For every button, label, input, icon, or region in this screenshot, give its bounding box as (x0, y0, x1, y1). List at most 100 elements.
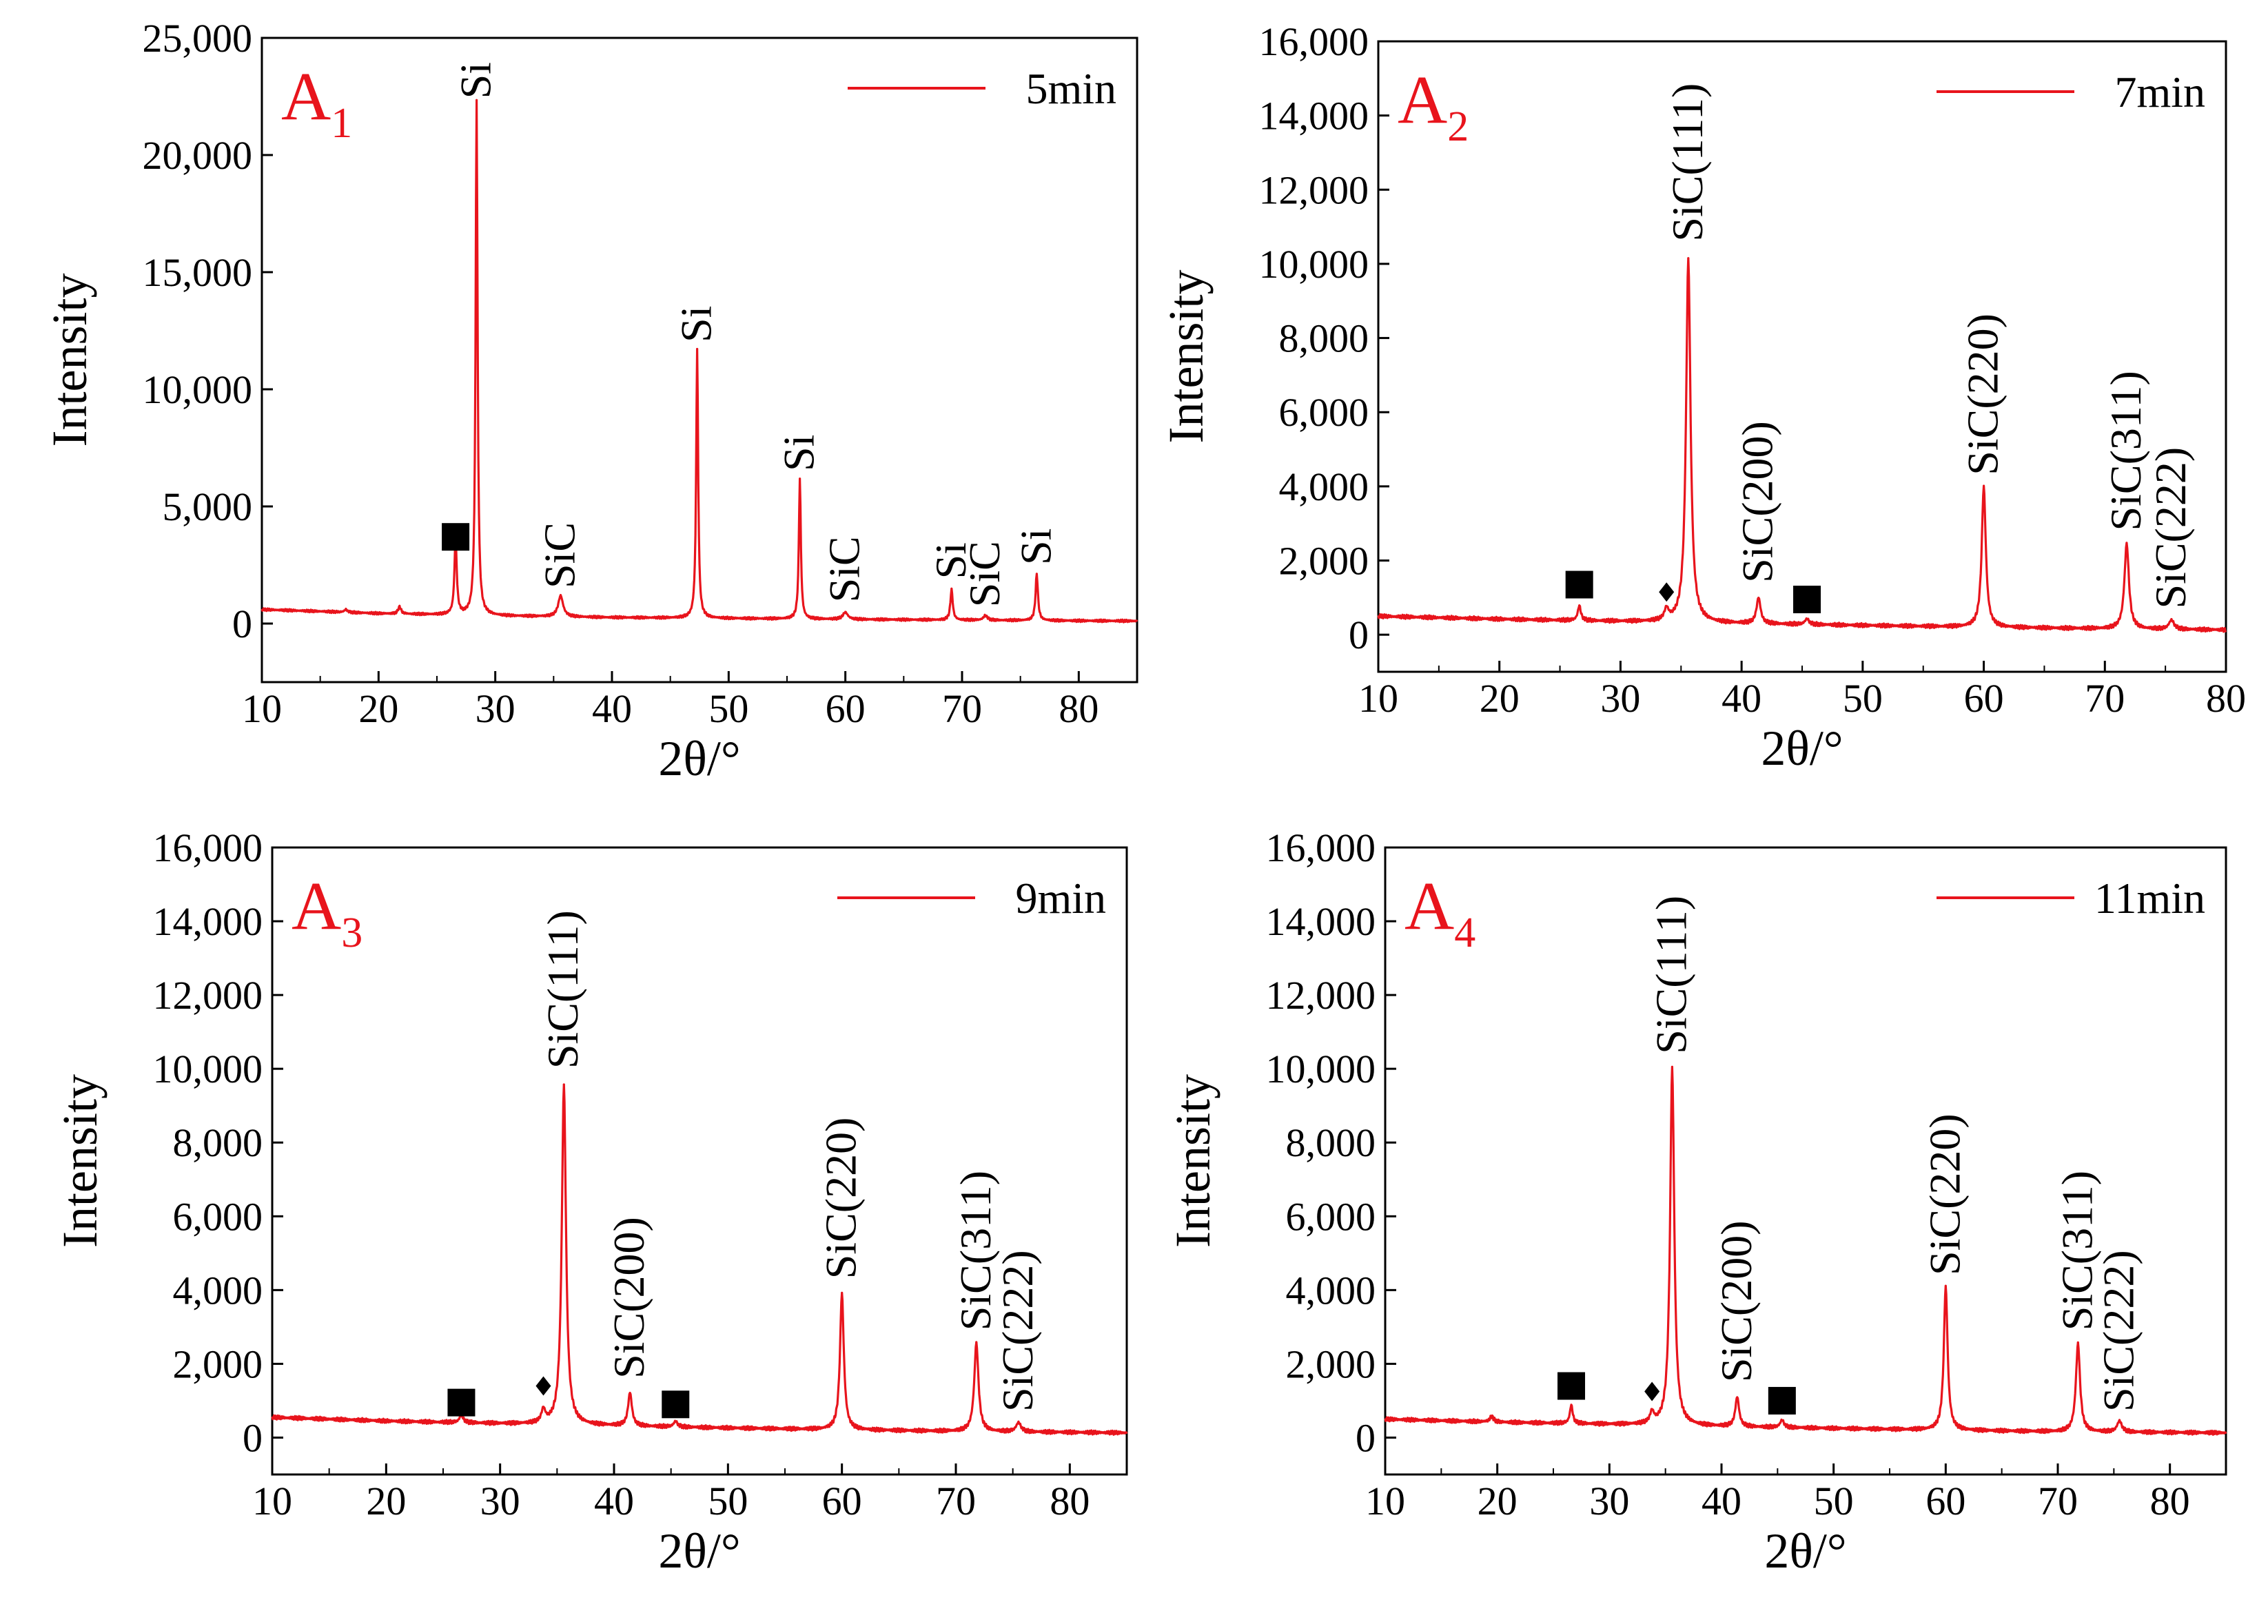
peak-point (1687, 257, 1690, 260)
panel-label-subscript: 3 (341, 909, 362, 956)
x-tick-label: 10 (1365, 1479, 1405, 1523)
y-tick-label: 8,000 (1279, 316, 1369, 361)
peak-label: SiC(200) (1733, 421, 1782, 583)
y-tick-label: 4,000 (1286, 1268, 1376, 1313)
peak-point (398, 604, 401, 607)
series-line (260, 99, 1138, 624)
y-tick-label: 0 (1349, 613, 1369, 657)
panel-label-subscript: 1 (331, 100, 352, 147)
x-tick-label: 80 (1050, 1479, 1090, 1523)
x-axis-label: 2θ/° (1761, 721, 1843, 776)
peak-label: SiC (535, 522, 584, 588)
peak-point (1671, 1065, 1673, 1068)
panel-label: A4 (1404, 867, 1475, 956)
peak-point (799, 477, 801, 480)
y-tick-label: 4,000 (1279, 464, 1369, 509)
square-marker (662, 1390, 690, 1419)
y-tick-label: 14,000 (1259, 94, 1369, 138)
panel-label-letter: A (292, 867, 341, 944)
peak-point (696, 348, 699, 351)
peak-label: SiC(200) (1712, 1220, 1761, 1382)
x-tick-label: 40 (1722, 676, 1761, 721)
y-tick-label: 0 (1356, 1415, 1376, 1460)
diamond-marker (1644, 1381, 1660, 1401)
legend-label: 9min (1015, 874, 1106, 923)
series-line (1384, 1065, 2227, 1436)
x-tick-label: 60 (826, 686, 866, 731)
y-tick-label: 6,000 (1286, 1194, 1376, 1239)
square-marker (1768, 1386, 1796, 1415)
peak-point (1491, 1417, 1493, 1419)
x-axis-label: 2θ/° (1764, 1523, 1846, 1579)
plot-frame (260, 37, 1138, 683)
y-tick-label: 12,000 (153, 973, 263, 1018)
x-tick-label: 30 (480, 1479, 520, 1523)
square-marker (447, 1388, 476, 1417)
panel-label-subscript: 2 (1447, 103, 1469, 150)
y-axis-label: Intensity (1165, 1074, 1220, 1248)
peak-point (1757, 597, 1760, 599)
peak-point (559, 594, 562, 597)
x-tick-label: 30 (476, 686, 515, 731)
peak-point (562, 1083, 565, 1086)
y-tick-label: 2,000 (173, 1342, 263, 1386)
y-tick-label: 16,000 (153, 825, 263, 870)
peak-point (1665, 604, 1668, 607)
y-tick-label: 8,000 (1286, 1120, 1376, 1165)
x-tick-label: 40 (594, 1479, 634, 1523)
legend-label: 11min (2094, 874, 2205, 923)
x-tick-label: 40 (1702, 1479, 1741, 1523)
peak-label: SiC(222) (993, 1250, 1042, 1412)
series-line (271, 1083, 1128, 1436)
y-tick-label: 10,000 (143, 367, 253, 412)
y-axis-label: Intensity (52, 1074, 108, 1248)
x-tick-label: 10 (252, 1479, 292, 1523)
peak-point (1781, 1419, 1784, 1422)
y-tick-label: 0 (232, 602, 252, 646)
y-tick-label: 12,000 (1266, 973, 1376, 1018)
plot-frame (1384, 846, 2227, 1476)
peak-label: Si (775, 435, 824, 471)
peak-label: SiC(222) (2146, 447, 2195, 609)
peak-point (2076, 1341, 2079, 1344)
square-marker (1557, 1372, 1586, 1400)
x-tick-label: 20 (358, 686, 398, 731)
peak-label: SiC (820, 536, 869, 602)
peak-point (844, 610, 847, 613)
y-tick-label: 10,000 (1259, 242, 1369, 287)
x-tick-label: 50 (1814, 1479, 1854, 1523)
x-tick-label: 10 (242, 686, 282, 731)
y-tick-label: 12,000 (1259, 167, 1369, 212)
panel-a3: 10 20 30 40 50 60 70 80 0 2,000 4,000 6,000 8,000 10,… (52, 825, 1128, 1579)
x-tick-label: 70 (936, 1479, 976, 1523)
peak-point (476, 99, 478, 101)
peak-point (1017, 1420, 1020, 1423)
peak-label: SiC(200) (604, 1217, 653, 1379)
y-tick-label: 8,000 (173, 1120, 263, 1165)
peak-point (1035, 573, 1038, 575)
panel-a4: 10 20 30 40 50 60 70 80 0 2,000 4,000 6,000 8,000 10,… (1165, 825, 2227, 1579)
panel-label-letter: A (1398, 61, 1447, 138)
x-tick-label: 30 (1589, 1479, 1629, 1523)
x-tick-label: 60 (1964, 676, 2004, 721)
plot-frame (271, 846, 1128, 1476)
y-tick-label: 16,000 (1259, 19, 1369, 64)
panel-a1: 10 20 30 40 50 60 70 80 0 5,000 10,000 15,000 20,000… (42, 16, 1138, 786)
peak-point (2170, 617, 2173, 620)
peak-label: SiC(220) (1959, 314, 2008, 475)
peak-label: Si (926, 542, 975, 579)
peak-point (975, 1341, 978, 1344)
x-tick-label: 60 (822, 1479, 862, 1523)
peak-point (841, 1291, 844, 1294)
y-tick-label: 2,000 (1286, 1342, 1376, 1386)
square-marker (1565, 571, 1593, 599)
peak-point (950, 587, 953, 590)
y-tick-label: 16,000 (1266, 825, 1376, 870)
legend-label: 7min (2114, 68, 2205, 116)
square-marker (442, 523, 470, 551)
x-tick-label: 40 (592, 686, 632, 731)
y-tick-label: 25,000 (143, 16, 253, 61)
peak-point (984, 614, 987, 617)
x-tick-label: 80 (1059, 686, 1099, 731)
